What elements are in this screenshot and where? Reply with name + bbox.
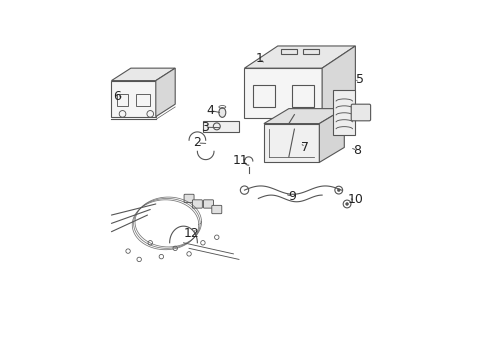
Polygon shape xyxy=(264,123,319,162)
Text: 12: 12 xyxy=(183,226,199,240)
Text: 4: 4 xyxy=(206,104,214,117)
Bar xyxy=(252,85,274,107)
Polygon shape xyxy=(322,46,355,118)
Bar xyxy=(291,85,313,107)
Polygon shape xyxy=(244,46,355,68)
Circle shape xyxy=(337,189,340,192)
Text: 5: 5 xyxy=(355,73,363,86)
Text: 8: 8 xyxy=(353,144,361,157)
FancyBboxPatch shape xyxy=(203,200,213,208)
Ellipse shape xyxy=(219,108,225,117)
Polygon shape xyxy=(111,81,156,117)
Text: 9: 9 xyxy=(287,190,296,203)
Text: 10: 10 xyxy=(347,193,363,206)
Text: 2: 2 xyxy=(193,136,201,149)
Text: 3: 3 xyxy=(201,121,209,134)
Polygon shape xyxy=(111,68,175,81)
FancyBboxPatch shape xyxy=(183,194,194,203)
Text: 7: 7 xyxy=(301,141,309,154)
Text: 11: 11 xyxy=(233,154,248,167)
Polygon shape xyxy=(203,121,239,132)
Polygon shape xyxy=(319,109,344,162)
FancyBboxPatch shape xyxy=(192,200,202,208)
Circle shape xyxy=(345,203,348,205)
FancyBboxPatch shape xyxy=(211,205,222,214)
Polygon shape xyxy=(264,109,344,123)
Polygon shape xyxy=(244,68,322,118)
Text: 1: 1 xyxy=(255,52,263,65)
FancyBboxPatch shape xyxy=(350,104,370,121)
Polygon shape xyxy=(332,90,355,135)
Text: 6: 6 xyxy=(113,90,121,103)
Polygon shape xyxy=(156,68,175,117)
